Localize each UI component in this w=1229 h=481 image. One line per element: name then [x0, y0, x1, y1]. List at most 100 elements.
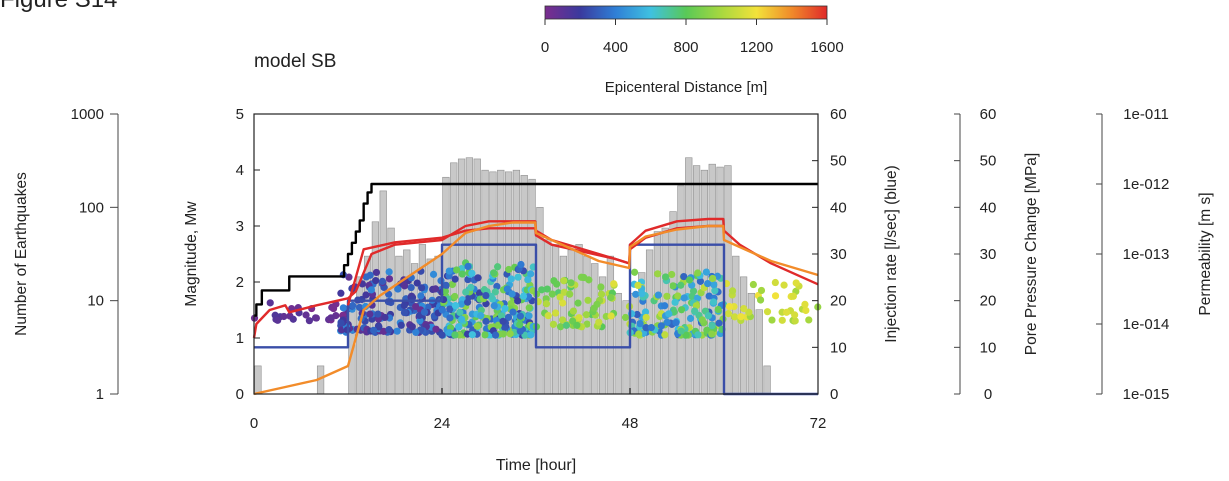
- scatter-point: [728, 287, 737, 295]
- scatter-point: [372, 277, 380, 285]
- scatter-point: [400, 308, 409, 317]
- scatter-point: [792, 279, 800, 287]
- scatter-point: [400, 301, 408, 310]
- magnitude-tick-label: 4: [236, 162, 244, 179]
- scatter-point: [682, 331, 690, 339]
- scatter-point: [527, 331, 535, 339]
- earthquakes-tick-label: 1000: [71, 106, 104, 123]
- scatter-point: [689, 287, 698, 295]
- scatter-point: [636, 320, 644, 328]
- injection-tick-label: 40: [830, 199, 847, 216]
- scatter-point: [473, 322, 481, 330]
- scatter-point: [638, 290, 646, 298]
- scatter-point: [654, 270, 662, 278]
- colorbar-tick-label: 400: [603, 39, 628, 56]
- scatter-point: [654, 291, 662, 299]
- scatter-point: [302, 311, 310, 319]
- scatter-point: [709, 274, 717, 283]
- histogram-bar: [763, 365, 771, 395]
- scatter-point: [491, 331, 500, 339]
- scatter-point: [566, 290, 574, 298]
- scatter-point: [574, 299, 582, 307]
- histogram-bar: [614, 292, 622, 395]
- scatter-point: [647, 323, 655, 332]
- x-tick-label: 48: [622, 415, 639, 432]
- scatter-point: [607, 312, 615, 320]
- scatter-point: [553, 280, 561, 288]
- scatter-point: [595, 318, 603, 326]
- scatter-point: [633, 310, 641, 319]
- scatter-point: [635, 330, 643, 338]
- scatter-point: [370, 326, 378, 334]
- pressure-tick-label: 50: [980, 153, 997, 170]
- scatter-point: [385, 290, 393, 298]
- x-axis-label: Time [hour]: [496, 457, 576, 474]
- scatter-point: [665, 310, 673, 318]
- scatter-point: [455, 322, 463, 331]
- x-tick-label: 72: [810, 415, 827, 432]
- scatter-point: [474, 274, 482, 282]
- scatter-point: [397, 321, 405, 329]
- scatter-point: [778, 316, 786, 324]
- scatter-point: [349, 301, 357, 310]
- scatter-point: [590, 304, 598, 312]
- scatter-point: [771, 278, 779, 287]
- scatter-point: [551, 309, 560, 317]
- histogram-bar: [551, 244, 560, 395]
- colorbar-tick-label: 800: [673, 39, 698, 56]
- scatter-point: [525, 312, 533, 320]
- pressure-tick-label: 20: [980, 293, 997, 310]
- scatter-point: [731, 313, 739, 321]
- scatter-point: [482, 317, 490, 325]
- scatter-point: [381, 313, 389, 322]
- earthquakes-tick-label: 100: [79, 199, 104, 216]
- scatter-point: [516, 327, 524, 335]
- scatter-point: [704, 279, 712, 288]
- pressure-tick-label: 40: [980, 199, 997, 216]
- scatter-point: [385, 275, 394, 283]
- scatter-point: [657, 322, 665, 330]
- scatter-point: [355, 303, 364, 312]
- scatter-point: [508, 290, 516, 298]
- scatter-point: [694, 331, 702, 339]
- scatter-point: [560, 277, 568, 285]
- scatter-point: [607, 293, 615, 302]
- scatter-point: [367, 286, 375, 294]
- scatter-point: [438, 331, 446, 339]
- scatter-point: [782, 308, 791, 316]
- histogram-bar: [739, 276, 748, 395]
- scatter-point: [696, 277, 705, 285]
- earthquakes-tick-label: 10: [87, 293, 104, 310]
- colorbar-tick-label: 1200: [740, 39, 773, 56]
- scatter-point: [715, 319, 723, 327]
- scatter-point: [749, 280, 757, 289]
- magnitude-tick-label: 1: [236, 330, 244, 347]
- scatter-point: [791, 317, 799, 325]
- permeability-tick-label: 1e-014: [1123, 316, 1170, 333]
- scatter-point: [385, 326, 393, 334]
- scatter-point: [771, 292, 780, 300]
- scatter-point: [569, 307, 577, 315]
- scatter-point: [680, 272, 688, 281]
- figure-caption: Figure S14: [0, 0, 117, 13]
- colorbar-label: Epicenteral Distance [m]: [605, 79, 768, 96]
- scatter-point: [725, 303, 734, 311]
- scatter-point: [708, 330, 716, 338]
- histogram-bar: [512, 169, 521, 395]
- scatter-point: [710, 281, 718, 289]
- scatter-points: [250, 259, 822, 339]
- scatter-point: [487, 292, 495, 301]
- scatter-point: [621, 313, 630, 322]
- scatter-point: [802, 306, 810, 315]
- scatter-point: [362, 273, 370, 281]
- scatter-point: [453, 266, 461, 274]
- scatter-point: [393, 327, 401, 335]
- scatter-point: [366, 310, 374, 318]
- permeability-tick-label: 1e-015: [1123, 386, 1170, 403]
- histogram-bar: [606, 255, 615, 395]
- scatter-point: [527, 270, 535, 278]
- scatter-point: [662, 273, 670, 281]
- scatter-point: [329, 304, 338, 313]
- scatter-point: [441, 287, 449, 295]
